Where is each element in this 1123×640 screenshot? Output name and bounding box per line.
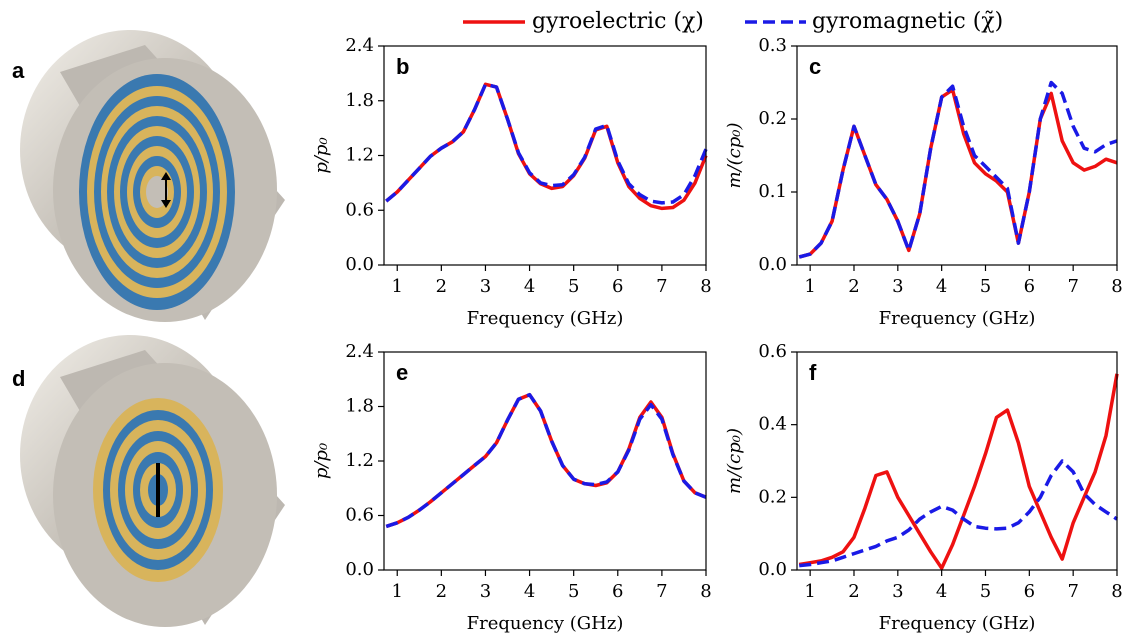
x-tick-label: 4	[936, 581, 947, 602]
x-tick-label: 5	[568, 276, 579, 297]
x-axis-label: Frequency (GHz)	[467, 308, 624, 329]
y-axis-label: m/(cp₀)	[724, 123, 745, 189]
x-tick-label: 5	[568, 581, 579, 602]
x-tick-label: 7	[1067, 276, 1078, 297]
x-tick-label: 7	[656, 276, 667, 297]
panel-letter: c	[809, 54, 821, 79]
y-axis-label: p/p₀	[311, 443, 332, 479]
panel-letter: a	[12, 58, 25, 83]
y-tick-label: 0.2	[758, 108, 787, 129]
x-tick-label: 2	[436, 581, 447, 602]
x-axis-label: Frequency (GHz)	[879, 613, 1036, 634]
legend-label: gyroelectric (χ)	[532, 9, 704, 34]
x-tick-label: 8	[1111, 276, 1122, 297]
y-tick-label: 2.4	[345, 341, 374, 362]
y-tick-label: 1.2	[345, 450, 374, 471]
x-tick-label: 8	[700, 276, 711, 297]
y-tick-label: 0.0	[345, 254, 374, 275]
y-tick-label: 0.6	[345, 199, 374, 220]
x-axis-label: Frequency (GHz)	[879, 308, 1036, 329]
data-line	[385, 82, 708, 205]
x-tick-label: 2	[848, 276, 859, 297]
y-tick-label: 2.4	[345, 35, 374, 56]
x-tick-label: 7	[656, 581, 667, 602]
x-tick-label: 1	[804, 276, 815, 297]
x-tick-label: 2	[848, 581, 859, 602]
x-tick-label: 7	[1067, 581, 1078, 602]
y-tick-label: 0.6	[345, 505, 374, 526]
y-axis-label: m/(cp₀)	[724, 428, 745, 494]
y-tick-label: 0.1	[758, 181, 787, 202]
x-tick-label: 3	[892, 276, 903, 297]
illustration-d	[20, 335, 285, 627]
x-axis-label: Frequency (GHz)	[467, 613, 624, 634]
x-tick-label: 3	[480, 276, 491, 297]
data-line	[798, 373, 1119, 570]
y-tick-label: 0.0	[758, 559, 787, 580]
x-tick-label: 6	[612, 276, 623, 297]
x-tick-label: 1	[392, 581, 403, 602]
axes-frame	[383, 351, 707, 571]
panel-letter: f	[809, 360, 817, 385]
illustration-a	[20, 30, 285, 322]
data-line	[798, 80, 1118, 259]
y-tick-label: 1.8	[345, 90, 374, 111]
panel-letter: d	[12, 366, 25, 391]
panel-letter: b	[396, 54, 409, 79]
y-axis-label: p/p₀	[311, 137, 332, 173]
panel-letter: e	[396, 360, 408, 385]
x-tick-label: 8	[700, 581, 711, 602]
y-tick-label: 1.8	[345, 396, 374, 417]
y-tick-label: 1.2	[345, 145, 374, 166]
data-line	[385, 392, 707, 529]
x-tick-label: 4	[524, 276, 535, 297]
x-tick-label: 1	[392, 276, 403, 297]
x-tick-label: 8	[1111, 581, 1122, 602]
data-line	[798, 88, 1118, 259]
x-tick-label: 1	[804, 581, 815, 602]
y-tick-label: 0.3	[758, 35, 787, 56]
x-tick-label: 6	[1024, 276, 1035, 297]
x-tick-label: 3	[480, 581, 491, 602]
y-tick-label: 0.2	[758, 486, 787, 507]
y-tick-label: 0.6	[758, 341, 787, 362]
x-tick-label: 6	[1024, 581, 1035, 602]
x-tick-label: 5	[980, 276, 991, 297]
x-tick-label: 5	[980, 581, 991, 602]
axes-frame	[796, 45, 1118, 266]
x-tick-label: 4	[524, 581, 535, 602]
x-tick-label: 2	[436, 276, 447, 297]
x-tick-label: 3	[892, 581, 903, 602]
y-tick-label: 0.0	[345, 559, 374, 580]
data-line	[799, 459, 1118, 568]
y-tick-label: 0.0	[758, 254, 787, 275]
legend-label: gyromagnetic (χ̃)	[812, 9, 1003, 34]
x-tick-label: 4	[936, 276, 947, 297]
axes-frame	[796, 351, 1118, 571]
y-tick-label: 0.4	[758, 414, 787, 435]
x-tick-label: 6	[612, 581, 623, 602]
data-line	[385, 82, 708, 211]
